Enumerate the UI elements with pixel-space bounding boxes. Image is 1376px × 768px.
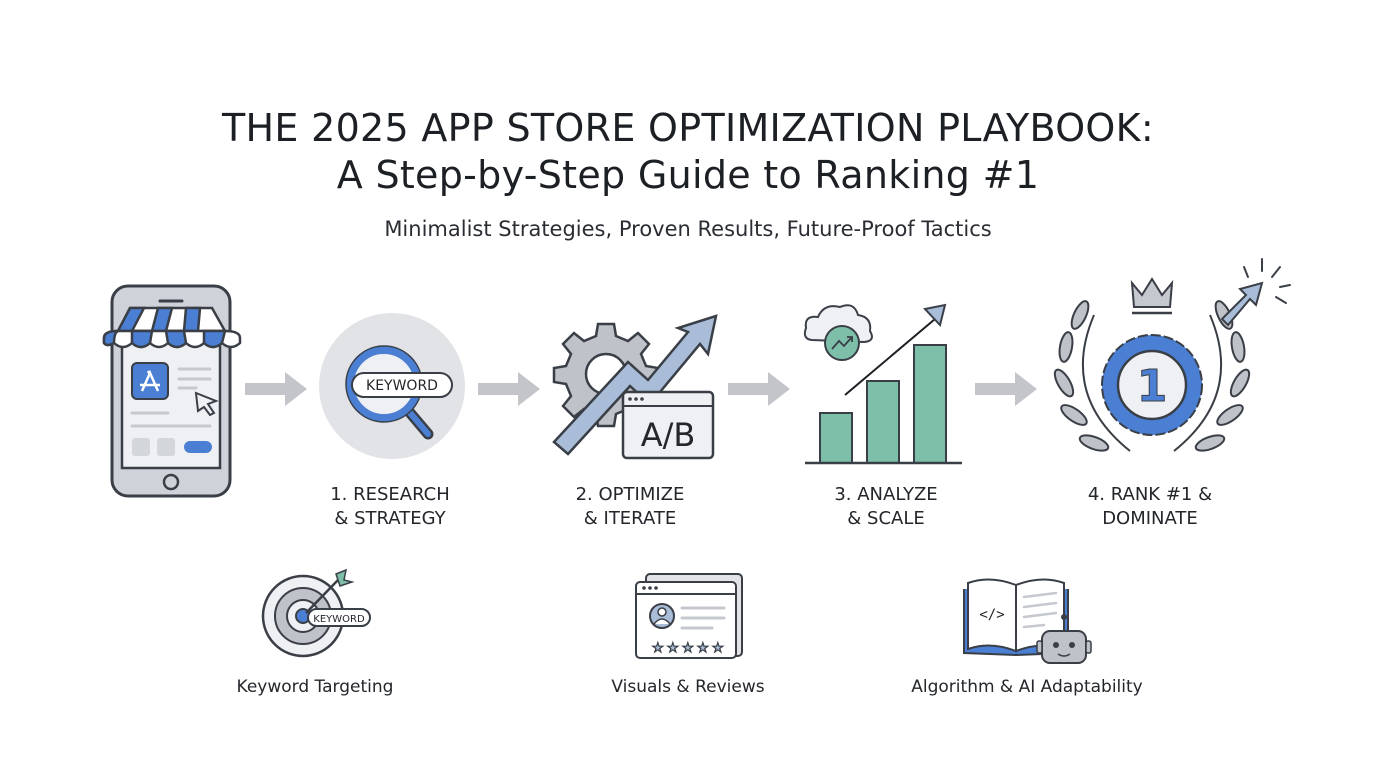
flow-arrow-icon [478, 372, 540, 406]
page-title-line1: THE 2025 APP STORE OPTIMIZATION PLAYBOOK… [222, 106, 1154, 150]
flow-arrow-icon [245, 372, 307, 406]
svg-text:★: ★ [682, 641, 694, 656]
step-2-label-line1: 2. OPTIMIZE [575, 484, 685, 505]
feature-algorithm-ai-label: Algorithm & AI Adaptability [911, 677, 1143, 697]
gear-ab-test-icon: A/B [552, 314, 718, 460]
step-4-label-line2: DOMINATE [1102, 508, 1198, 529]
step-3-label-line1: 3. ANALYZE [834, 484, 938, 505]
step-2-label: 2. OPTIMIZE & ITERATE [520, 483, 740, 531]
flow-arrow-icon [975, 372, 1037, 406]
keyword-badge: KEYWORD [366, 378, 438, 394]
step-3-label-line2: & SCALE [847, 508, 925, 529]
svg-text:★: ★ [697, 641, 709, 656]
growth-chart-icon [803, 303, 962, 465]
target-keyword-icon: KEYWORD [261, 568, 371, 658]
book-robot-icon: </> [963, 578, 1092, 664]
step-3-label: 3. ANALYZE & SCALE [776, 483, 996, 531]
ab-test-label: A/B [641, 416, 696, 454]
code-symbol: </> [979, 607, 1004, 623]
step-1-label-line1: 1. RESEARCH [330, 484, 450, 505]
flow-arrow-icon [728, 372, 790, 406]
page-subtitle: Minimalist Strategies, Proven Results, F… [384, 217, 992, 241]
svg-text:★: ★ [667, 641, 679, 656]
laurel-medal-icon: 1 [1053, 258, 1291, 452]
feature-visuals-reviews-label: Visuals & Reviews [611, 677, 765, 697]
step-4-label: 4. RANK #1 & DOMINATE [1040, 483, 1260, 531]
step-1-label: 1. RESEARCH & STRATEGY [280, 483, 500, 531]
feature-keyword-targeting-label: Keyword Targeting [236, 677, 394, 697]
step-2-label-line2: & ITERATE [583, 508, 677, 529]
svg-text:★: ★ [712, 641, 724, 656]
keyword-badge: KEYWORD [313, 614, 365, 625]
page-title-line2: A Step-by-Step Guide to Ranking #1 [336, 153, 1040, 197]
step-1-label-line2: & STRATEGY [334, 508, 446, 529]
magnifier-keyword-icon: KEYWORD [319, 313, 465, 459]
reviews-window-icon: ★ ★ ★ ★ ★ [635, 573, 743, 659]
svg-text:★: ★ [652, 641, 664, 656]
phone-storefront-icon [102, 284, 242, 498]
rank-number: 1 [1137, 361, 1168, 412]
step-4-label-line1: 4. RANK #1 & [1087, 484, 1213, 505]
